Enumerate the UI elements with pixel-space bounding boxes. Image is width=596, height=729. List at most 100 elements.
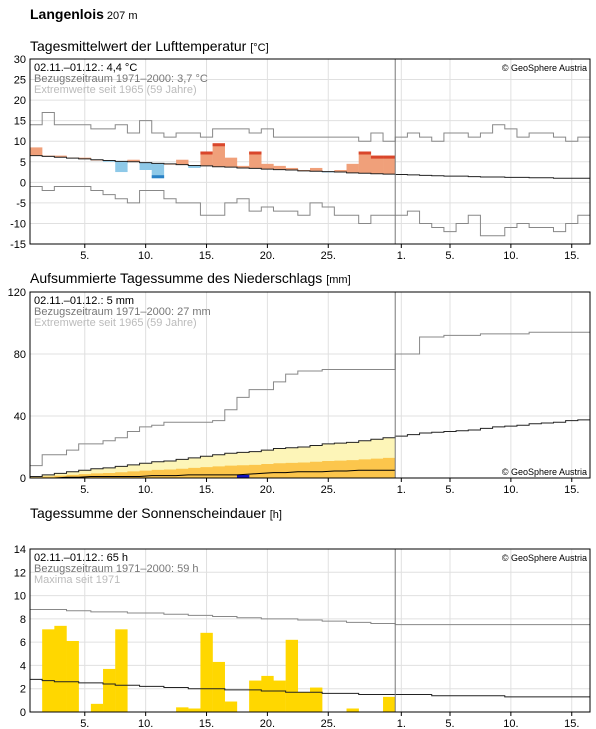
- sun-credit: © GeoSphere Austria: [502, 553, 587, 563]
- sun-y-tick-label: 14: [14, 544, 26, 556]
- sun-normal-line: [30, 678, 590, 698]
- temp-y-tick-label: 20: [14, 95, 26, 107]
- temp-normal-line: [30, 155, 590, 179]
- sun-bar: [261, 675, 274, 712]
- sun-bar: [310, 687, 323, 712]
- temp-y-tick-label: -15: [10, 239, 26, 251]
- temp-x-tick-label: 15.: [564, 250, 579, 262]
- station-header: Langenlois 207 m: [30, 6, 137, 22]
- temp-anomaly-bar: [358, 151, 372, 174]
- temp-y-tick-label: 25: [14, 75, 26, 87]
- temp-chart-title: Tagesmittelwert der Lufttemperatur [°C]: [30, 38, 269, 54]
- temp-anomaly-bar: [285, 167, 299, 170]
- precip-x-tick-label: 15.: [199, 484, 214, 496]
- sun-y-tick-label: 10: [14, 591, 26, 603]
- precip-actual-line: [30, 469, 396, 479]
- temp-unit: [°C]: [250, 42, 269, 54]
- precip-y-tick-label: 120: [8, 287, 26, 299]
- sun-y-tick-label: 4: [20, 660, 26, 672]
- temp-anomaly-bar: [115, 161, 128, 173]
- temp-y-tick-label: 15: [14, 116, 26, 128]
- temp-observed-summary: 02.11.–01.12.: 4,4 °C: [34, 62, 137, 74]
- sun-observed-summary: 02.11.–01.12.: 65 h: [34, 552, 128, 564]
- temp-anomaly-bar: [346, 163, 359, 173]
- temp-x-tick-label: 1.: [397, 250, 406, 262]
- precip-daily-bar: [236, 474, 250, 478]
- temp-extreme-mark: [383, 155, 396, 159]
- sun-x-tick-label: 1.: [397, 718, 406, 729]
- temp-extremes-note: Extremwerte seit 1965 (59 Jahre): [34, 84, 197, 96]
- temp-anomaly-bar: [30, 147, 43, 156]
- sun-y-tick-label: 2: [20, 684, 26, 696]
- sun-y-tick-label: 12: [14, 567, 26, 579]
- temp-x-tick-label: 15.: [199, 250, 214, 262]
- sun-bar: [200, 632, 213, 712]
- temp-x-tick-label: 25.: [321, 250, 336, 262]
- sun-bar: [285, 639, 299, 712]
- temp-anomaly-bar: [383, 155, 396, 175]
- sun-y-tick-label: 0: [20, 707, 26, 719]
- temp-y-tick-label: -10: [10, 218, 26, 230]
- temp-anomaly-bar: [139, 162, 152, 170]
- temp-anomaly-bar: [188, 165, 201, 168]
- sun-ext-max-line: [30, 609, 590, 626]
- temp-anomaly-bar: [370, 155, 384, 174]
- precip-chart-title: Aufsummierte Tagessumme des Niederschlag…: [30, 270, 351, 286]
- sun-x-tick-label: 15.: [199, 718, 214, 729]
- sun-bar: [42, 629, 55, 712]
- sun-bar: [212, 661, 225, 712]
- precip-normal-line: [30, 419, 590, 477]
- station-name: Langenlois: [30, 6, 104, 22]
- temp-anomaly-bar: [54, 155, 67, 158]
- sun-y-tick-label: 8: [20, 614, 26, 626]
- sun-bar: [249, 680, 262, 712]
- precip-plot: [29, 291, 591, 482]
- temp-x-tick-label: 10.: [138, 250, 153, 262]
- precip-x-tick-label: 10.: [503, 484, 518, 496]
- temp-anomaly-bar: [212, 143, 225, 167]
- temp-extreme-mark: [151, 175, 165, 179]
- sun-bar: [103, 668, 116, 712]
- sun-bar: [273, 680, 286, 712]
- precip-credit: © GeoSphere Austria: [502, 467, 587, 477]
- station-altitude: 207 m: [106, 10, 138, 22]
- sun-bar: [383, 696, 396, 712]
- temp-y-tick-label: 0: [20, 177, 26, 189]
- sun-x-tick-label: 5.: [80, 718, 89, 729]
- temp-extreme-mark: [358, 151, 372, 155]
- precip-x-tick-label: 5.: [445, 484, 454, 496]
- temp-y-tick-label: -5: [16, 198, 26, 210]
- precip-reference-summary: Bezugszeitraum 1971–2000: 27 mm: [34, 306, 211, 318]
- sun-x-tick-label: 25.: [321, 718, 336, 729]
- precip-extremes-note: Extremwerte seit 1965 (59 Jahre): [34, 317, 197, 329]
- precip-y-tick-label: 80: [14, 349, 26, 361]
- precip-x-tick-label: 25.: [321, 484, 336, 496]
- sun-plot: [29, 548, 591, 716]
- temp-anomaly-bar: [127, 159, 140, 162]
- temp-ext-min-line: [30, 185, 590, 237]
- sun-x-tick-label: 20.: [260, 718, 275, 729]
- temp-frame: [29, 58, 591, 245]
- sun-reference-summary: Bezugszeitraum 1971–2000: 59 h: [34, 563, 199, 575]
- temp-anomaly-bar: [224, 157, 238, 168]
- precip-x-tick-label: 5.: [80, 484, 89, 496]
- temp-anomaly-bar: [273, 165, 286, 170]
- temp-anomaly-bar: [249, 151, 262, 169]
- precip-y-tick-label: 40: [14, 411, 26, 423]
- sun-title-text: Tagessumme der Sonnenscheindauer: [30, 505, 266, 521]
- precip-observed-summary: 02.11.–01.12.: 5 mm: [34, 295, 134, 307]
- temp-x-tick-label: 10.: [503, 250, 518, 262]
- sun-bar: [90, 703, 104, 712]
- precip-unit: [mm]: [326, 274, 351, 286]
- sun-chart-title: Tagessumme der Sonnenscheindauer [h]: [30, 505, 282, 521]
- precip-frame: [29, 291, 591, 479]
- precip-ext-max-line: [30, 331, 590, 467]
- temp-extreme-mark: [200, 151, 213, 155]
- temp-extreme-mark: [212, 143, 225, 147]
- sun-bar: [346, 708, 359, 712]
- sun-bar: [66, 640, 79, 712]
- temp-y-tick-label: 30: [14, 54, 26, 66]
- sun-x-tick-label: 15.: [564, 718, 579, 729]
- precip-title-text: Aufsummierte Tagessumme des Niederschlag…: [30, 270, 323, 286]
